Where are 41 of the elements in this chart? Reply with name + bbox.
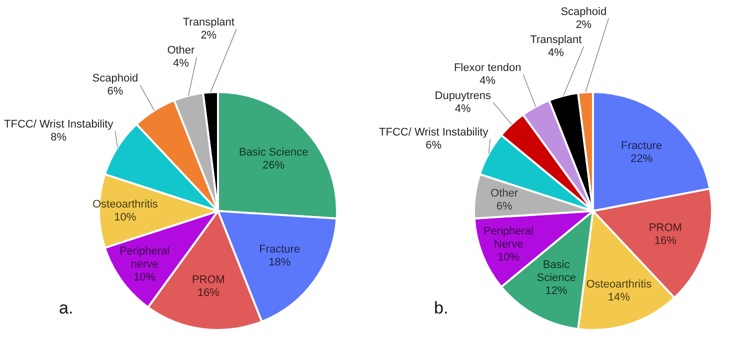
data-label: 4% — [548, 46, 564, 59]
slice-label: Fracture — [621, 140, 662, 152]
slice-label: Transplant — [182, 16, 234, 29]
data-label: 4% — [172, 58, 190, 70]
slice-label: Other — [167, 44, 196, 57]
data-label: 6% — [496, 200, 512, 212]
data-label: 10% — [114, 212, 136, 224]
data-label: 8% — [50, 132, 67, 144]
slice-label: Peripheral Nerve — [483, 225, 534, 250]
data-label: 22% — [630, 152, 653, 165]
slice-label: PROM — [192, 274, 225, 286]
data-label: 16% — [654, 235, 677, 248]
data-label: 10% — [498, 251, 520, 264]
data-label: 6% — [426, 140, 442, 152]
slice-label: Scaphoid — [92, 72, 138, 85]
data-label: 6% — [107, 86, 124, 98]
slice-label: Peripheral nerve — [119, 245, 170, 270]
data-label: 16% — [197, 287, 220, 300]
data-label: 26% — [262, 159, 285, 172]
slice-label: Fracture — [259, 243, 300, 256]
data-label: 10% — [133, 271, 156, 284]
text: a. — [59, 298, 74, 318]
slice-label: PROM — [648, 222, 682, 234]
slice-label: Other — [490, 187, 518, 200]
text: b. — [434, 298, 448, 318]
slice-label: TFCC/ Wrist Instability — [378, 126, 489, 139]
slice-label: Osteoarthritis — [586, 278, 652, 290]
data-label: 14% — [608, 291, 630, 304]
data-label: 12% — [545, 284, 568, 297]
slice-label: Dupuytrens — [434, 90, 492, 102]
data-label: 2% — [576, 18, 592, 31]
data-label: 18% — [268, 256, 291, 268]
slice-label: Scaphoid — [560, 6, 607, 18]
slice-label: Basic Science — [238, 146, 308, 158]
slice-label: Basic Science — [536, 258, 576, 284]
data-label: 4% — [454, 102, 472, 115]
slice-label: TFCC/ Wrist Instability — [4, 118, 114, 131]
data-label: 4% — [480, 74, 496, 87]
slice-label: Transplant — [530, 34, 582, 46]
slice-label: Flexor tendon — [454, 62, 522, 74]
data-label: 2% — [200, 30, 217, 42]
